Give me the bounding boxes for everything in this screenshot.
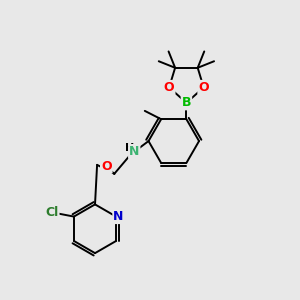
Text: N: N	[113, 210, 124, 223]
Text: N: N	[129, 145, 140, 158]
Text: O: O	[198, 81, 209, 94]
Text: B: B	[182, 96, 191, 110]
Text: O: O	[164, 81, 175, 94]
Text: O: O	[101, 160, 112, 173]
Text: Cl: Cl	[45, 206, 58, 219]
Text: H: H	[124, 143, 134, 153]
